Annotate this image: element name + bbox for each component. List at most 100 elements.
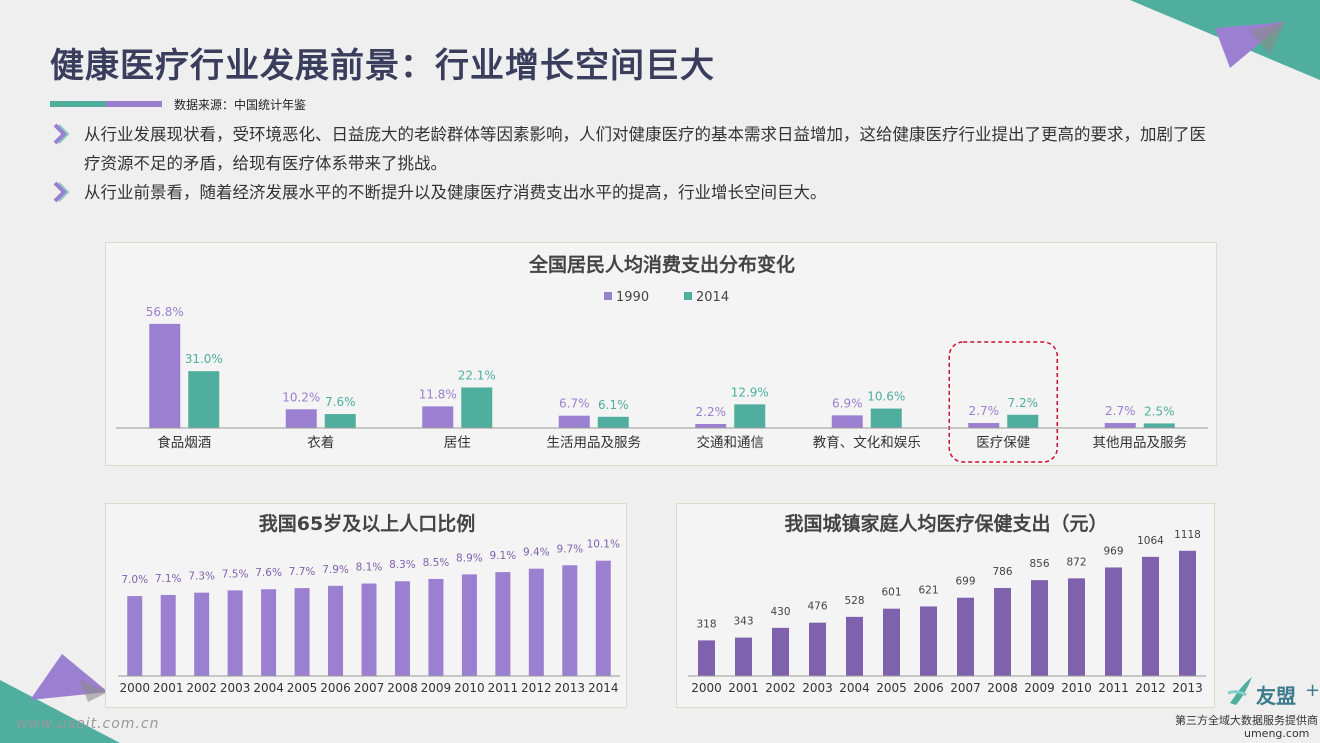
bar (1068, 578, 1085, 676)
x-tick-label: 2000 (119, 681, 150, 695)
x-tick-label: 2010 (1061, 681, 1092, 695)
bar (558, 415, 590, 428)
brand-plus: + (1305, 680, 1320, 701)
x-tick-label: 医疗保健 (976, 435, 1030, 451)
data-label: 11.8% (419, 387, 457, 401)
x-tick-label: 2009 (1024, 681, 1055, 695)
x-tick-label: 2001 (153, 681, 184, 695)
x-tick-label: 居住 (444, 435, 471, 451)
bullet-text: 从行业前景看，随着经济发展水平的不断提升以及健康医疗消费支出水平的提高，行业增长… (84, 183, 827, 202)
bar (227, 590, 243, 676)
x-tick-label: 教育、文化和娱乐 (813, 435, 921, 451)
bar (695, 423, 727, 428)
elderly-population-ratio-chart: 我国65岁及以上人口比例 7.0% 2000 7.1% 2001 7.3% 2002 7.5%… (118, 512, 620, 695)
data-label: 9.7% (556, 543, 583, 555)
x-tick-label: 2004 (253, 681, 284, 695)
legend-swatch (604, 292, 612, 300)
bar (831, 415, 863, 428)
data-label: 6.1% (598, 398, 629, 412)
x-tick-label: 2006 (913, 681, 944, 695)
x-tick-label: 2002 (186, 681, 217, 695)
bar (394, 581, 410, 676)
chart-title: 全国居民人均消费支出分布变化 (528, 253, 795, 276)
data-label: 9.4% (523, 547, 550, 559)
x-tick-label: 2000 (691, 681, 722, 695)
x-tick-label: 2008 (987, 681, 1018, 695)
bar (562, 565, 578, 676)
legend-label: 2014 (696, 290, 729, 305)
data-label: 56.8% (146, 305, 184, 319)
data-source: 数据来源：中国统计年鉴 (174, 98, 307, 112)
x-tick-label: 其他用品及服务 (1093, 435, 1188, 451)
bar (1143, 423, 1175, 428)
x-tick-label: 2005 (287, 681, 318, 695)
chevron-bullet-icon (53, 181, 70, 203)
data-label: 7.2% (1008, 396, 1039, 410)
data-label: 7.5% (222, 568, 249, 580)
data-label: 8.9% (456, 552, 483, 564)
bar (1142, 556, 1159, 676)
data-label: 1064 (1137, 535, 1164, 547)
bar (294, 588, 310, 676)
x-tick-label: 食品烟酒 (157, 434, 211, 451)
bar (698, 640, 715, 676)
bar (597, 416, 629, 428)
data-label: 621 (918, 584, 938, 596)
data-label: 7.6% (325, 395, 356, 409)
medical-spending-chart: 我国城镇家庭人均医疗保健支出（元） 318 2000 343 2001 430 2002 47… (688, 512, 1206, 695)
medical-spending-chart-panel: 我国城镇家庭人均医疗保健支出（元） 318 2000 343 2001 430 2002 47… (676, 503, 1215, 708)
data-label: 10.2% (282, 390, 320, 404)
consumption-distribution-chart: 全国居民人均消费支出分布变化 1990 2014 56.8% 31.0% 食品烟酒 10.2… (116, 253, 1208, 463)
data-label: 12.9% (731, 385, 769, 399)
umeng-logo-icon (1227, 677, 1252, 705)
data-label: 856 (1029, 558, 1049, 570)
x-tick-label: 2012 (521, 681, 552, 695)
bar (461, 387, 493, 428)
bar (160, 594, 176, 676)
x-tick-label: 2012 (1135, 681, 1166, 695)
data-label: 6.7% (559, 397, 590, 411)
top-right-decoration (1130, 0, 1320, 80)
bar (1104, 423, 1136, 428)
bar (1031, 580, 1048, 676)
data-label: 872 (1066, 556, 1086, 568)
x-tick-label: 交通和通信 (697, 434, 765, 451)
data-label: 6.9% (832, 396, 863, 410)
data-label: 7.0% (121, 574, 148, 586)
data-label: 2.5% (1144, 404, 1175, 418)
bar (1105, 567, 1122, 676)
data-label: 7.6% (255, 567, 282, 579)
bar (809, 622, 826, 676)
data-label: 528 (844, 595, 864, 607)
legend-swatch (684, 292, 692, 300)
data-label: 430 (770, 606, 790, 618)
x-tick-label: 2008 (387, 681, 418, 695)
bar (968, 423, 1000, 428)
x-tick-label: 2003 (802, 681, 833, 695)
highlight-box (948, 341, 1058, 463)
bar (772, 627, 789, 676)
data-label: 31.0% (185, 352, 223, 366)
x-tick-label: 生活用品及服务 (547, 435, 642, 451)
chevron-bullet-icon (53, 123, 70, 145)
bar (1179, 550, 1196, 676)
x-tick-label: 2003 (220, 681, 251, 695)
data-label: 476 (807, 601, 827, 613)
data-label: 2.7% (1105, 404, 1136, 418)
x-tick-label: 2011 (488, 681, 519, 695)
bullet-text: 从行业发展现状看，受环境恶化、日益庞大的老龄群体等因素影响，人们对健康医疗的基本… (84, 125, 1206, 173)
elderly-ratio-chart-panel: 我国65岁及以上人口比例 7.0% 2000 7.1% 2001 7.3% 2002 7.5%… (105, 503, 627, 708)
brand-name: 友盟 (1256, 684, 1296, 708)
bar (920, 606, 937, 676)
data-label: 10.1% (587, 539, 620, 551)
bar (461, 574, 477, 676)
x-tick-label: 2011 (1098, 681, 1129, 695)
data-label: 7.9% (322, 564, 349, 576)
bar (734, 404, 766, 428)
bar (328, 585, 344, 676)
data-label: 8.3% (389, 559, 416, 571)
bar (1007, 414, 1039, 428)
title-underline (50, 101, 162, 107)
bar (428, 578, 444, 676)
brand-tagline: 第三方全域大数据服务提供商 (1175, 714, 1318, 727)
